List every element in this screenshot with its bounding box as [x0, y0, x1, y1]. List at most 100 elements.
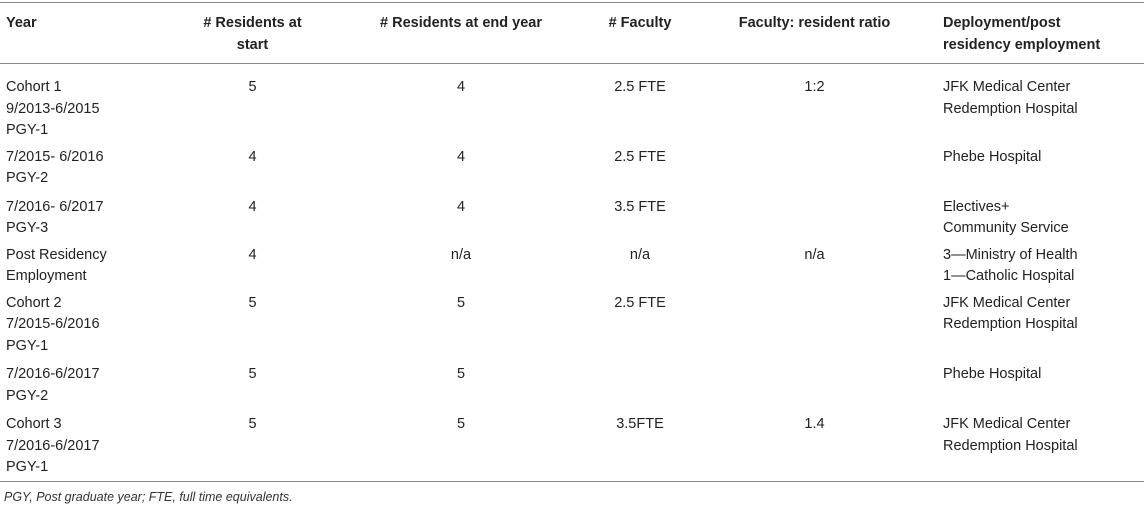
cell-year-line: Cohort 2: [6, 294, 62, 311]
cell-year: 7/2016- 6/2017 PGY-3: [0, 190, 170, 240]
cell-deployment-line: Phebe Hospital: [943, 148, 1042, 165]
cell-ratio: [693, 190, 936, 240]
cell-residents-end-value: 5: [456, 294, 466, 311]
cell-deployment: Phebe Hospital: [936, 142, 1144, 190]
cell-deployment: Electives+ Community Service: [936, 190, 1144, 240]
cell-ratio: 1:2: [693, 63, 936, 142]
table-row: Cohort 3 7/2016-6/2017 PGY-1 5 5 3.5FTE 1.4 JFK…: [0, 407, 1144, 479]
cell-faculty: 2.5 FTE: [587, 288, 693, 358]
cell-residents-end-value: 5: [456, 416, 466, 432]
header-residents-start: # Residents at start: [203, 15, 302, 53]
cell-year-line: PGY-1: [6, 337, 49, 354]
cell-year-line: 7/2016-6/2017: [6, 366, 100, 382]
cell-faculty: [587, 357, 693, 407]
cell-residents-start-value: 5: [248, 416, 257, 432]
header-row: Year # Residents at start # Residents at …: [0, 3, 1144, 63]
cell-ratio: n/a: [693, 240, 936, 288]
cell-year-line: Employment: [6, 268, 87, 284]
cell-residents-end-value: 5: [456, 366, 466, 382]
cell-year-line: PGY-3: [6, 220, 49, 236]
cell-deployment-line: Phebe Hospital: [943, 366, 1042, 382]
cell-ratio: [693, 288, 936, 358]
cell-residents-start: 5: [170, 288, 335, 358]
cell-faculty: 3.5FTE: [587, 407, 693, 479]
table-row: Post Residency Employment 4 n/a n/a n/a 3—Mini…: [0, 240, 1144, 288]
cell-residents-end: 5: [335, 407, 587, 479]
cell-residents-start-value: 5: [248, 79, 257, 95]
cell-residents-start: 5: [170, 407, 335, 479]
cell-year-line: 9/2013-6/2015: [6, 100, 100, 117]
cell-deployment-line: 3—Ministry of Health: [943, 246, 1078, 263]
cell-faculty: 3.5 FTE: [587, 190, 693, 240]
cell-year-line: Post Residency: [6, 246, 107, 263]
cell-residents-start: 4: [170, 190, 335, 240]
cell-year-line: 7/2015-6/2016: [6, 316, 100, 332]
cell-residents-start-value: 4: [248, 198, 257, 215]
cell-deployment: JFK Medical Center Redemption Hospital: [936, 407, 1144, 479]
cell-year-line: PGY-2: [6, 170, 49, 186]
bottom-rule: [0, 481, 1144, 482]
cell-residents-end-value: 4: [456, 148, 466, 165]
cell-year: Cohort 1 9/2013-6/2015 PGY-1: [0, 63, 170, 142]
cell-residents-start-value: 5: [248, 366, 257, 382]
cell-residents-start: 5: [170, 357, 335, 407]
table-row: Cohort 1 9/2013-6/2015 PGY-1 5 4 2.5 FTE 1:2 JF…: [0, 63, 1144, 142]
cell-ratio: [693, 357, 936, 407]
header-deployment: Deployment/post residency employment: [943, 15, 1101, 53]
cell-ratio-value: n/a: [804, 246, 825, 263]
header-faculty: # Faculty: [608, 15, 672, 31]
cell-ratio-value: 1:2: [804, 79, 825, 95]
cell-deployment: Phebe Hospital: [936, 357, 1144, 407]
cell-deployment-line: JFK Medical Center: [943, 294, 1071, 311]
cell-faculty: 2.5 FTE: [587, 142, 693, 190]
cell-year-line: PGY-1: [6, 459, 49, 475]
cell-residents-start: 4: [170, 142, 335, 190]
cell-residents-end-value: 4: [456, 79, 466, 95]
cell-residents-end: 5: [335, 288, 587, 358]
cell-year-line: 7/2015- 6/2016: [6, 148, 104, 165]
cell-deployment: JFK Medical Center Redemption Hospital: [936, 288, 1144, 358]
cell-deployment-line: JFK Medical Center: [943, 79, 1071, 95]
cell-year-line: PGY-1: [6, 122, 49, 138]
header-ratio: Faculty: resident ratio: [738, 15, 891, 31]
cell-deployment-line: 1—Catholic Hospital: [943, 268, 1075, 284]
cell-ratio: 1.4: [693, 407, 936, 479]
cell-faculty-value: 2.5 FTE: [614, 79, 666, 95]
cell-residents-end-value: n/a: [450, 246, 472, 263]
cell-deployment: JFK Medical Center Redemption Hospital: [936, 63, 1144, 142]
table-row: 7/2015- 6/2016 PGY-2 4 4 2.5 FTE Phebe Hospit…: [0, 142, 1144, 190]
cell-residents-start-value: 4: [248, 246, 257, 263]
cell-residents-start: 4: [170, 240, 335, 288]
cell-faculty-value: n/a: [629, 246, 651, 263]
cell-residents-start-value: 5: [248, 294, 257, 311]
table-footnote: PGY, Post graduate year; FTE, full time …: [4, 490, 293, 504]
cell-deployment-line: Redemption Hospital: [943, 316, 1078, 332]
cell-residents-end: 4: [335, 63, 587, 142]
cell-ratio-value: 1.4: [804, 416, 825, 432]
cell-deployment: 3—Ministry of Health 1—Catholic Hospital: [936, 240, 1144, 288]
cell-year-line: PGY-2: [6, 387, 49, 404]
cell-faculty-value: 3.5 FTE: [614, 198, 666, 215]
table-row: 7/2016- 6/2017 PGY-3 4 4 3.5 FTE Electives+ C…: [0, 190, 1144, 240]
cell-deployment-line: Community Service: [943, 220, 1069, 236]
cell-year: Cohort 2 7/2015-6/2016 PGY-1: [0, 288, 170, 358]
cell-year-line: Cohort 3: [6, 416, 62, 432]
cell-faculty-value: 2.5 FTE: [614, 148, 666, 165]
cell-deployment-line: JFK Medical Center: [943, 416, 1071, 432]
cell-deployment-line: Electives+: [943, 198, 1010, 215]
cell-deployment-line: Redemption Hospital: [943, 437, 1078, 454]
table-row: Cohort 2 7/2015-6/2016 PGY-1 5 5 2.5 FTE JFK M…: [0, 288, 1144, 358]
cell-residents-start: 5: [170, 63, 335, 142]
cell-year-line: 7/2016- 6/2017: [6, 198, 104, 215]
table-row: 7/2016-6/2017 PGY-2 5 5 Phebe Hospital: [0, 357, 1144, 407]
cell-ratio: [693, 142, 936, 190]
cell-year-line: 7/2016-6/2017: [6, 437, 100, 454]
residency-table: Year # Residents at start # Residents at …: [0, 3, 1144, 479]
cell-faculty: n/a: [587, 240, 693, 288]
cell-year-line: Cohort 1: [6, 79, 62, 95]
cell-year: Post Residency Employment: [0, 240, 170, 288]
cell-residents-end: 5: [335, 357, 587, 407]
cell-residents-end-value: 4: [456, 198, 466, 215]
cell-faculty-value: 3.5FTE: [616, 416, 664, 432]
